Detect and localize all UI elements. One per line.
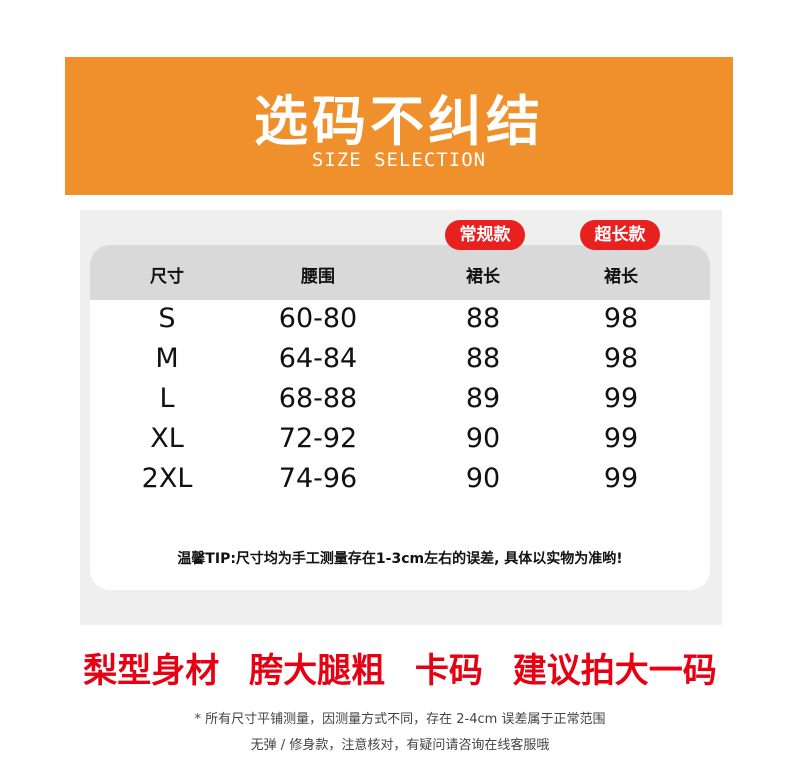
fit-advice: 梨型身材 胯大腿粗 卡码 建议拍大一码 <box>83 651 717 691</box>
cell-length-long: 99 <box>603 423 639 454</box>
page-title: 选码不纠结 <box>254 90 544 153</box>
cell-size: XL <box>150 423 184 454</box>
title-banner: 选码不纠结 SIZE SELECTION <box>65 57 733 195</box>
cell-length-long: 99 <box>603 383 639 414</box>
header-waist: 腰围 <box>301 267 335 287</box>
badge-regular: 常规款 <box>445 220 525 250</box>
measure-note: * 所有尺寸平铺测量，因测量方式不同，存在 2-4cm 误差属于正常范围 <box>194 712 606 727</box>
table-header: 尺寸 腰围 裙长 裙长 <box>90 245 710 300</box>
cell-waist: 60-80 <box>278 303 358 334</box>
header-length-regular: 裙长 <box>466 267 500 287</box>
badge-long: 超长款 <box>580 220 660 250</box>
cell-size: L <box>159 383 175 414</box>
page-subtitle: SIZE SELECTION <box>311 149 487 171</box>
cell-length-long: 98 <box>603 343 639 374</box>
cell-size: 2XL <box>141 463 193 494</box>
cell-length-regular: 88 <box>465 303 501 334</box>
cell-length-long: 99 <box>603 463 639 494</box>
cell-length-regular: 90 <box>465 463 501 494</box>
cell-waist: 74-96 <box>278 463 358 494</box>
cell-size: S <box>158 303 176 334</box>
cell-length-regular: 88 <box>465 343 501 374</box>
cell-size: M <box>155 343 179 374</box>
cell-waist: 72-92 <box>278 423 358 454</box>
cell-length-regular: 89 <box>465 383 501 414</box>
cell-length-long: 98 <box>603 303 639 334</box>
size-table: 尺寸 腰围 裙长 裙长 S 60-80 88 98 M 64-84 88 98 L 68-88 89… <box>90 245 710 590</box>
header-size: 尺寸 <box>150 267 184 287</box>
cell-length-regular: 90 <box>465 423 501 454</box>
fit-note: 无弹 / 修身款，注意核对，有疑问请咨询在线客服哦 <box>250 738 550 753</box>
cell-waist: 64-84 <box>278 343 358 374</box>
header-length-long: 裙长 <box>604 267 638 287</box>
cell-waist: 68-88 <box>278 383 358 414</box>
tip-text: 温馨TIP:尺寸均为手工测量存在1-3cm左右的误差, 具体以实物为准哟! <box>177 551 623 567</box>
